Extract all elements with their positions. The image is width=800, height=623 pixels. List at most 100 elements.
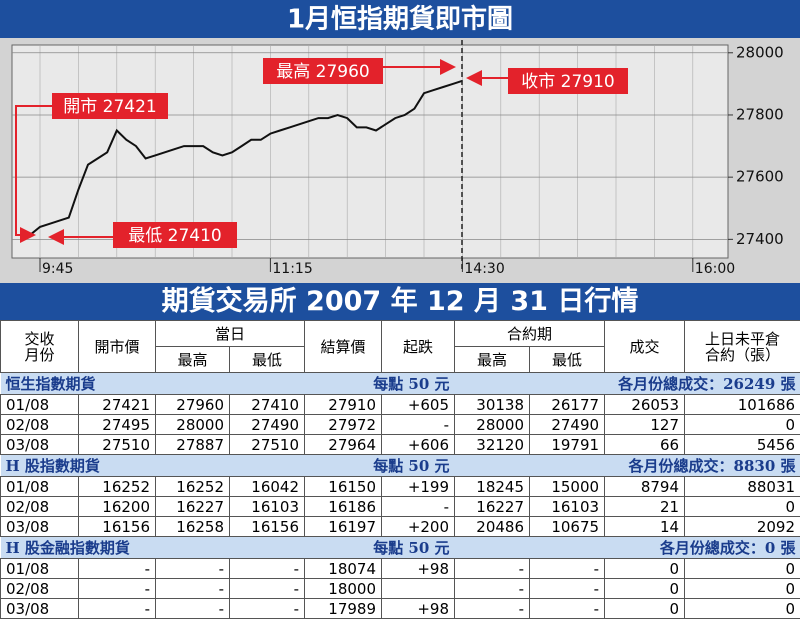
table-cell: 21 [604, 496, 686, 517]
table-cell: - [454, 598, 531, 619]
x-tick-label: 11:15 [272, 261, 312, 277]
table-cell: +605 [381, 394, 456, 415]
y-tick-label: 27600 [736, 168, 784, 186]
annotation-label: 開市 27421 [63, 97, 156, 117]
table-cell: 17989 [304, 598, 383, 619]
table-cell: 0 [604, 578, 686, 599]
table-cell: - [228, 578, 306, 599]
table-cell: 16156 [228, 516, 306, 537]
table-cell: 32120 [454, 434, 531, 455]
y-tick-label: 28000 [736, 43, 784, 61]
table-cell: 14 [604, 516, 686, 537]
header-cell: 開市價 [78, 320, 156, 373]
table-cell: 16042 [228, 476, 306, 497]
table-cell: +606 [381, 434, 456, 455]
table-cell: 28000 [155, 414, 230, 435]
table-title: 期貨交易所 2007 年 12 月 31 日行情 [0, 283, 800, 320]
table-cell: 01/08 [0, 476, 79, 497]
table-cell: 16186 [304, 496, 383, 517]
table-cell: 02/08 [0, 578, 79, 599]
table-cell: - [78, 558, 156, 579]
table-cell: - [529, 598, 606, 619]
annotation-box [263, 58, 383, 84]
table-cell: 15000 [529, 476, 606, 497]
table-cell: 16103 [228, 496, 306, 517]
table-cell: 27972 [304, 414, 383, 435]
data-row: 02/08 27495 28000 27490 27972-28000 27490 127 0 [0, 414, 800, 435]
table-cell: - [454, 578, 531, 599]
table-cell: 0 [604, 598, 686, 619]
table-cell: 5456 [684, 434, 800, 455]
quote-table: 交收 月份 開市價 當日 結算價 起跌 合約期 成交 上日未平倉 合約（張） 最… [0, 320, 800, 619]
table-cell: 0 [684, 496, 800, 517]
header-cell: 當日 [154, 320, 306, 347]
table-body: 恒生指數期貨 每點 50 元各月份總成交：26249 張 01/08 27421 279… [0, 372, 800, 619]
table-cell: 8794 [604, 476, 686, 497]
y-tick-label: 27800 [736, 105, 784, 123]
table-cell: - [228, 558, 306, 579]
table-cell: 16252 [78, 476, 156, 497]
chart: 1月恒指期貨即市圖 27400 27600 27800 28000 9:45 11:15 1… [0, 0, 800, 283]
table-cell: 27490 [228, 414, 306, 435]
table-cell: - [381, 496, 456, 517]
annotation-box [113, 222, 237, 248]
table-cell: 0 [684, 578, 800, 599]
table-cell: 27887 [155, 434, 230, 455]
annotation-label: 收市 27910 [521, 72, 614, 92]
table-cell: 16200 [78, 496, 156, 517]
table-cell: 03/08 [0, 434, 79, 455]
table-cell: 0 [684, 598, 800, 619]
table-cell: 27960 [155, 394, 230, 415]
table-cell: - [155, 558, 230, 579]
table-cell: 28000 [454, 414, 531, 435]
data-row: 01/08 27421 27960 27410 27910 +605 30138 26177 2… [0, 394, 800, 415]
table-cell: 27490 [529, 414, 606, 435]
data-row: 03/08 16156 16258 16156 16197 +200 20486 10675 1… [0, 516, 800, 537]
header-cell: 交收 月份 [0, 320, 79, 373]
table-cell: - [155, 598, 230, 619]
header-cell: 起跌 [381, 320, 456, 373]
header-cell: 上日未平倉 合約（張） [684, 320, 800, 373]
data-row: 03/08 27510 27887 27510 27964 +606 32120 19791 6… [0, 434, 800, 455]
table-cell: 27510 [228, 434, 306, 455]
table-cell: 127 [604, 414, 686, 435]
table-cell: 30138 [454, 394, 531, 415]
section-row: H 股指數期貨 每點 50 元各月份總成交：8830 張 [0, 454, 800, 477]
table-cell: 27421 [78, 394, 156, 415]
table-cell: 27964 [304, 434, 383, 455]
table-cell: 各月份總成交：8830 張 [454, 454, 800, 477]
section-row: H 股金融指數期貨 每點 50 元各月份總成交：0 張 [0, 536, 800, 559]
header-cell: 成交 [604, 320, 686, 373]
table-cell: 18245 [454, 476, 531, 497]
table-cell: 每點 50 元 [229, 536, 455, 559]
table-cell: 16156 [78, 516, 156, 537]
table-cell [381, 578, 456, 599]
table-cell: +200 [381, 516, 456, 537]
chart-title: 1月恒指期貨即市圖 [287, 4, 513, 35]
header-cell: 最低 [529, 346, 606, 373]
table-cell: 18000 [304, 578, 383, 599]
annotation-box [52, 93, 168, 119]
annotation-box [508, 68, 628, 94]
header-cell: 合約期 [454, 320, 606, 347]
table-cell: - [529, 558, 606, 579]
header-cell: 最高 [454, 346, 531, 373]
table-cell: - [381, 414, 456, 435]
table-cell: 88031 [684, 476, 800, 497]
table-cell: - [78, 578, 156, 599]
table-cell: 10675 [529, 516, 606, 537]
table-cell: 101686 [684, 394, 800, 415]
table-cell: +199 [381, 476, 456, 497]
table-cell: 16103 [529, 496, 606, 517]
table-cell: - [78, 598, 156, 619]
data-row: 03/08- - -17989 +98- -0 0 [0, 598, 800, 619]
x-tick-label: 9:45 [42, 261, 73, 277]
table-cell: 2092 [684, 516, 800, 537]
table-cell: 每點 50 元 [229, 372, 455, 395]
table-cell: 16150 [304, 476, 383, 497]
table-cell: 27910 [304, 394, 383, 415]
section-row: 恒生指數期貨 每點 50 元各月份總成交：26249 張 [0, 372, 800, 395]
table-cell: 66 [604, 434, 686, 455]
table-cell: 18074 [304, 558, 383, 579]
